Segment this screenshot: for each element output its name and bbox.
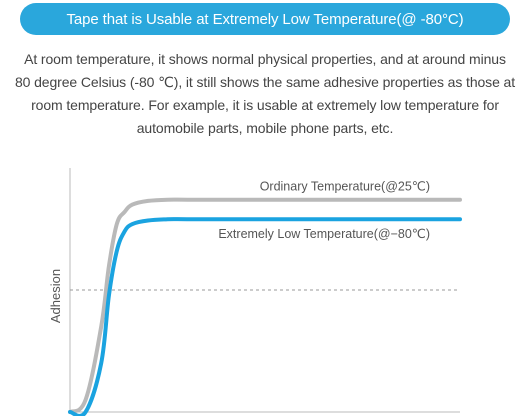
series-line-ordinary-temperature (68, 197, 462, 414)
description-line: 80 degree Celsius (-80 ℃), it still show… (14, 74, 516, 90)
description-line: At room temperature, it shows normal phy… (24, 51, 506, 67)
adhesion-chart: Ordinary Temperature(@25℃) Extremely Low… (48, 168, 462, 416)
description-line: automobile parts, mobile phone parts, et… (136, 120, 394, 136)
series-line-low-temperature (68, 217, 462, 416)
banner-title: Tape that is Usable at Extremely Low Tem… (66, 10, 464, 28)
series-label-ordinary-temperature: Ordinary Temperature(@25℃) (260, 180, 430, 194)
description-line: room temperature. For example, it is usa… (31, 97, 499, 113)
title-banner: Tape that is Usable at Extremely Low Tem… (20, 3, 510, 35)
description-paragraph: At room temperature, it shows normal phy… (0, 48, 530, 140)
series-label-low-temperature: Extremely Low Temperature(@−80℃) (218, 227, 430, 241)
y-axis-label: Adhesion (48, 269, 63, 323)
